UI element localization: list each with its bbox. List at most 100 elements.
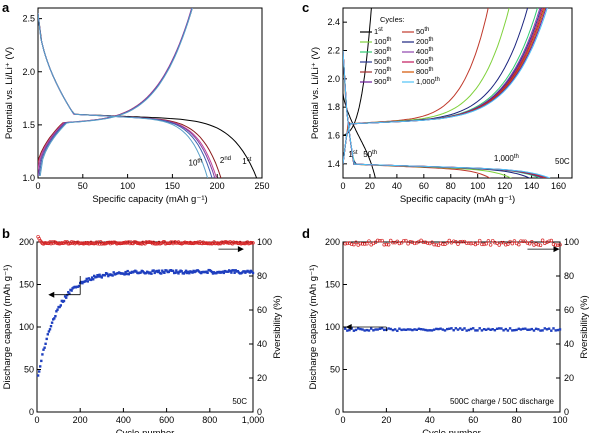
charge-curve [343, 8, 372, 136]
x-tick-label: 60 [419, 181, 429, 191]
capacity-point [359, 327, 362, 331]
capacity-point [350, 327, 353, 330]
x-tick-label: 20 [381, 415, 391, 425]
reversibility-point [469, 241, 473, 246]
x-axis-label: Cycle number [422, 428, 481, 433]
reversibility-point [250, 241, 254, 245]
x-tick-label: 100 [470, 181, 485, 191]
reversibility-point [553, 243, 558, 247]
capacity-point [152, 269, 155, 272]
capacity-point [532, 329, 536, 332]
y-tick-label-right: 80 [257, 271, 267, 281]
panel-d: 020406080100050100150200020406080100Cycl… [308, 237, 590, 433]
capacity-point [106, 272, 109, 275]
capacity-point [229, 270, 232, 273]
reversibility-point [378, 239, 382, 243]
capacity-point [530, 327, 533, 331]
capacity-point [230, 271, 233, 274]
x-axis-label: Specific capacity (mAh g⁻¹) [400, 194, 515, 205]
capacity-point [49, 325, 53, 328]
reversibility-point [90, 241, 94, 246]
reversibility-point [251, 241, 255, 245]
capacity-point [541, 329, 544, 332]
capacity-point [344, 327, 347, 330]
capacity-point [426, 329, 429, 332]
capacity-point [508, 327, 512, 330]
reversibility-point [436, 243, 441, 247]
legend-entry: 700th [374, 67, 392, 76]
reversibility-point [506, 242, 510, 247]
y-tick-label: 1.8 [327, 102, 340, 112]
capacity-point [443, 329, 447, 332]
capacity-point [428, 329, 431, 332]
reversibility-point [556, 243, 560, 248]
y-tick-label: 1.4 [327, 159, 340, 169]
capacity-point [44, 342, 47, 345]
capacity-point [48, 328, 52, 331]
capacity-point [498, 327, 501, 330]
reversibility-point [421, 240, 426, 245]
capacity-point [191, 271, 194, 274]
charge-curve [343, 8, 548, 164]
capacity-point [86, 280, 89, 283]
reversibility-point [484, 241, 488, 246]
capacity-point [556, 328, 559, 332]
x-tick-label: 400 [116, 415, 131, 425]
discharge-curve [343, 92, 376, 178]
capacity-point [54, 315, 57, 318]
reversibility-point [343, 241, 347, 246]
capacity-point [81, 282, 84, 285]
reversibility-point [408, 240, 413, 244]
capacity-point [251, 271, 255, 275]
reversibility-point [86, 241, 90, 245]
capacity-point [534, 327, 538, 330]
y-tick-label-right: 40 [257, 339, 267, 349]
charge-curve [38, 8, 193, 176]
capacity-point [84, 279, 87, 283]
reversibility-point [165, 241, 170, 245]
capacity-point [357, 327, 360, 330]
y-tick-label-right: 20 [564, 373, 574, 383]
capacity-point [441, 328, 444, 331]
capacity-point [387, 327, 390, 330]
x-tick-label: 50 [78, 181, 88, 191]
reversibility-point [482, 242, 486, 247]
capacity-point [352, 329, 356, 332]
y-tick-label: 1.5 [22, 120, 35, 130]
capacity-point [461, 328, 464, 331]
y-tick-label-right: 60 [564, 305, 574, 315]
capacity-point [450, 327, 453, 330]
reversibility-point [475, 241, 480, 246]
capacity-point [424, 328, 427, 332]
capacity-point [469, 327, 473, 331]
capacity-point [370, 327, 373, 330]
reversibility-point [345, 241, 350, 246]
capacity-point [77, 284, 81, 288]
capacity-point [243, 270, 246, 273]
reversibility-point [523, 239, 528, 243]
capacity-point [411, 328, 414, 332]
capacity-point [163, 271, 166, 274]
legend-entry: 500th [374, 57, 392, 66]
reversibility-point [375, 238, 380, 243]
reversibility-point [373, 240, 378, 244]
x-tick-label: 100 [552, 415, 567, 425]
panel-letter-d: d [302, 226, 310, 241]
reversibility-point [490, 238, 495, 243]
capacity-point [493, 329, 497, 332]
panel-c: 0 20 40 60 80 100 120 140 160 1.4 1.6 1.8 2.0 2.2 2.4 S… [310, 7, 573, 205]
reversibility-point [456, 242, 460, 246]
plot-frame [36, 241, 254, 413]
capacity-point [125, 272, 128, 276]
capacity-point [85, 277, 88, 281]
capacity-point [380, 327, 384, 330]
capacity-point [439, 327, 442, 330]
capacity-point [519, 328, 523, 331]
capacity-point [409, 328, 412, 331]
capacity-point [174, 271, 177, 274]
reversibility-point [360, 242, 365, 246]
capacity-point [100, 276, 103, 279]
x-tick-label: 250 [254, 181, 269, 191]
x-tick-label: 160 [551, 181, 566, 191]
